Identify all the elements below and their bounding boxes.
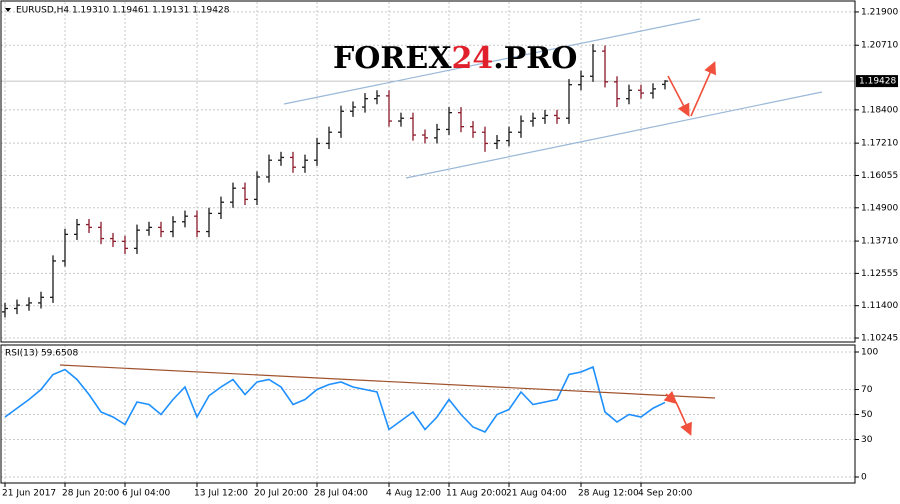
y-tick-label: 1.17210 [861, 139, 898, 149]
channel-upper [283, 18, 701, 105]
grid-layer [1, 2, 855, 483]
y-tick-label: 30 [861, 435, 873, 445]
watermark: FOREX24.PRO [333, 41, 577, 76]
last-price-label: 1.19428 [859, 77, 896, 87]
arrow-up [690, 61, 716, 117]
rsi-trendline [59, 364, 716, 399]
price-title: EURUSD,H4 1.19310 1.19461 1.19131 1.1942… [16, 6, 230, 16]
watermark-part: .PRO [493, 41, 577, 76]
y-tick-label: 1.13710 [861, 237, 898, 247]
y-tick-label: 0 [861, 473, 867, 483]
y-tick-label: 1.18400 [861, 105, 898, 115]
y-tick-label: 1.20710 [861, 41, 898, 51]
x-tick-label: 6 Jul 04:00 [122, 489, 171, 499]
rsi-line [4, 365, 666, 433]
x-tick-label: 11 Aug 20:00 [446, 489, 507, 499]
y-tick-label: 1.21900 [861, 7, 898, 17]
arrow-down [667, 75, 690, 117]
y-tick-label: 100 [861, 348, 878, 358]
marks-layer [2, 44, 668, 433]
watermark-part: 24 [452, 41, 494, 76]
x-tick-label: 13 Jul 12:00 [194, 489, 248, 499]
watermark-part: FOREX [333, 41, 452, 76]
rsi-title: RSI(13) 59.6508 [5, 349, 78, 359]
x-tick-label: 21 Jun 2017 [2, 489, 56, 499]
dropdown-icon [5, 8, 11, 12]
x-tick-label: 4 Sep 20:00 [638, 489, 693, 499]
rsi-arrow-1 [663, 390, 678, 405]
x-tick-label: 4 Aug 12:00 [386, 489, 441, 499]
forecast-arrows [663, 61, 716, 436]
y-tick-label: 70 [861, 385, 873, 395]
rsi-arrow-2 [675, 401, 692, 436]
y-tick-label: 1.12555 [861, 269, 898, 279]
x-tick-label: 20 Jul 20:00 [254, 489, 308, 499]
channel-lower [405, 91, 823, 179]
x-tick-label: 28 Jun 20:00 [62, 489, 119, 499]
y-tick-label: 50 [861, 410, 873, 420]
price-panel-frame [0, 0, 856, 343]
x-tick-label: 28 Aug 12:00 [578, 489, 639, 499]
y-tick-label: 1.10245 [861, 334, 898, 344]
x-tick-label: 21 Aug 04:00 [506, 489, 567, 499]
y-tick-label: 1.11400 [861, 301, 898, 311]
y-tick-label: 1.16055 [861, 171, 898, 181]
x-tick-label: 28 Jul 04:00 [314, 489, 368, 499]
last-price-box [856, 75, 898, 88]
y-tick-label: 1.14900 [861, 203, 898, 213]
